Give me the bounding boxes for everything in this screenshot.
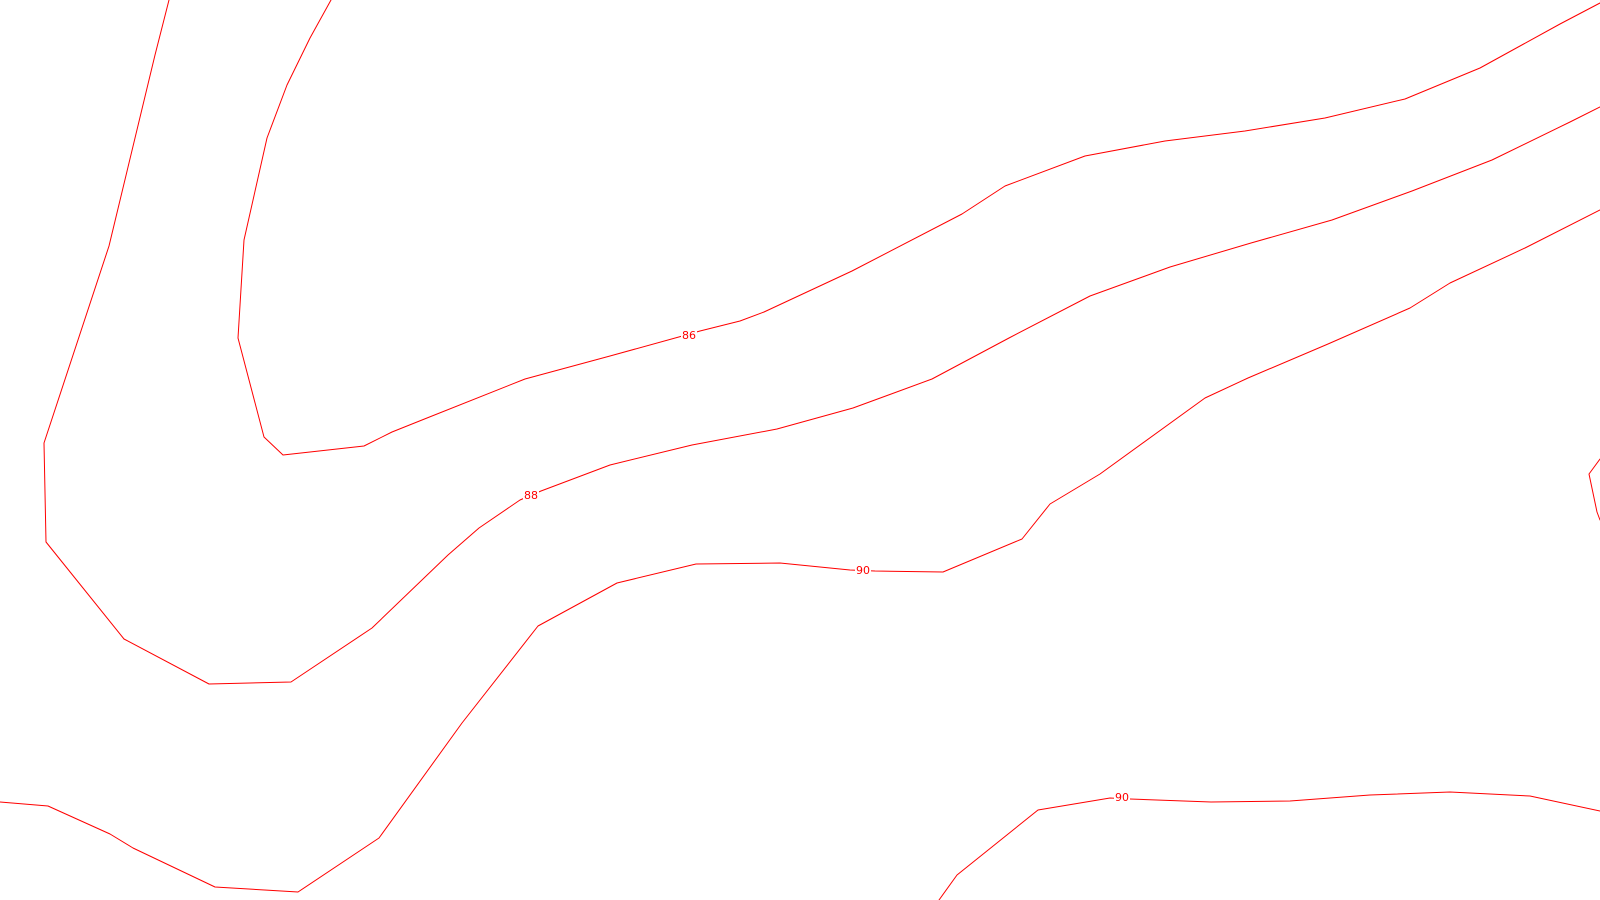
contour-line-edge-fragment [1588,458,1600,521]
label-halo-88 [523,490,539,502]
contour-label-90-upper: 90 [856,564,870,577]
contour-line-90-upper [0,209,1600,893]
contour-label-90-lower: 90 [1115,791,1129,804]
label-halo-90-upper [855,565,871,577]
contour-label-88: 88 [524,489,538,502]
contour-line-88 [43,0,1600,685]
label-halo-86 [681,329,697,341]
contour-line-90-lower [938,791,1600,900]
contour-label-86: 86 [682,329,696,342]
label-halo-90-lower [1114,792,1130,804]
